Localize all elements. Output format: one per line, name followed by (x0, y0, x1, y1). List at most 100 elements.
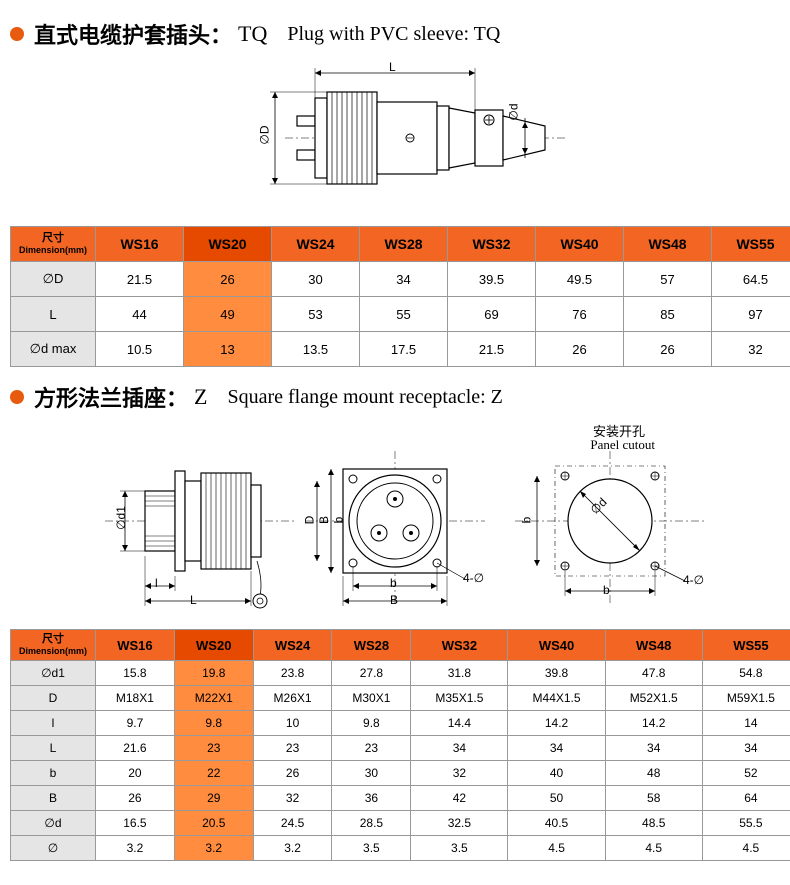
table-cell: 9.8 (332, 711, 411, 736)
table-cell: 26 (184, 262, 272, 297)
table-cell: 9.7 (96, 711, 175, 736)
table-cell: 26 (536, 332, 624, 367)
section1-title-en: Plug with PVC sleeve: TQ (287, 23, 500, 46)
table-cell: 52 (702, 761, 790, 786)
table-header: WS40 (508, 630, 605, 661)
table-cell: 3.2 (253, 836, 332, 861)
table-cell: M59X1.5 (702, 686, 790, 711)
table-cell: 16.5 (96, 811, 175, 836)
table-cell: 57 (624, 262, 712, 297)
table-cell: 34 (508, 736, 605, 761)
table-cell: 69 (448, 297, 536, 332)
bullet-icon (10, 390, 24, 404)
table-cell: 14.2 (605, 711, 702, 736)
table-cell: 47.8 (605, 661, 702, 686)
table-cell: 34 (411, 736, 508, 761)
table-header: WS40 (536, 227, 624, 262)
row-header: ∅ (11, 836, 96, 861)
table-cell: 10 (253, 711, 332, 736)
table-header: WS55 (712, 227, 790, 262)
table-row: L4449535569768597 (11, 297, 790, 332)
table-cell: 14.4 (411, 711, 508, 736)
table-cell: 23 (174, 736, 253, 761)
table-cell: M35X1.5 (411, 686, 508, 711)
dimension-table-2: 尺寸Dimension(mm)WS16WS20WS24WS28WS32WS40W… (10, 629, 790, 861)
table-cell: 26 (96, 786, 175, 811)
table-cell: 19.8 (174, 661, 253, 686)
table-cell: 22 (174, 761, 253, 786)
table-cell: 23 (253, 736, 332, 761)
row-header: B (11, 786, 96, 811)
table-cell: 17.5 (360, 332, 448, 367)
table-cell: 36 (332, 786, 411, 811)
table-cell: 14.2 (508, 711, 605, 736)
table-header: WS20 (174, 630, 253, 661)
table-cell: 54.8 (702, 661, 790, 686)
row-header: ∅D (11, 262, 96, 297)
dim-d: ∅d (507, 103, 521, 120)
table-row: B2629323642505864 (11, 786, 790, 811)
table-row: ∅3.23.23.23.53.54.54.54.5 (11, 836, 790, 861)
table-cell: 30 (272, 262, 360, 297)
table-row: b2022263032404852 (11, 761, 790, 786)
dim-L2: L (190, 593, 197, 607)
table-cell: 13 (184, 332, 272, 367)
plug-svg (235, 58, 575, 218)
table-cell: 44 (96, 297, 184, 332)
table-cell: 49.5 (536, 262, 624, 297)
table-cell: 4.5 (702, 836, 790, 861)
table-header: WS24 (272, 227, 360, 262)
table-cell: 32 (712, 332, 790, 367)
table-cell: 21.6 (96, 736, 175, 761)
table-cell: 21.5 (448, 332, 536, 367)
table-cell: 23.8 (253, 661, 332, 686)
table-cell: 32 (411, 761, 508, 786)
table-cell: M30X1 (332, 686, 411, 711)
dim-4phi-2: 4-∅ (683, 573, 704, 587)
section2-title-code: Z (194, 384, 207, 410)
row-header: ∅d (11, 811, 96, 836)
table-row: ∅d115.819.823.827.831.839.847.854.8 (11, 661, 790, 686)
table-row: l9.79.8109.814.414.214.214 (11, 711, 790, 736)
table-header: WS28 (332, 630, 411, 661)
table-cell: 39.5 (448, 262, 536, 297)
section1-title: 直式电缆护套插头： TQ Plug with PVC sleeve: TQ (10, 18, 790, 50)
table-cell: 4.5 (508, 836, 605, 861)
table-cell: 48.5 (605, 811, 702, 836)
table-cell: 34 (702, 736, 790, 761)
table-header: WS55 (702, 630, 790, 661)
table-cell: 34 (360, 262, 448, 297)
table-cell: 20.5 (174, 811, 253, 836)
table-row: DM18X1M22X1M26X1M30X1M35X1.5M44X1.5M52X1… (11, 686, 790, 711)
table-cell: 55 (360, 297, 448, 332)
section2-title-cn: 方形法兰插座： (34, 381, 188, 413)
plug-drawing: L ∅D ∅d (235, 58, 575, 218)
table-header-dim: 尺寸Dimension(mm) (11, 630, 96, 661)
table-cell: 24.5 (253, 811, 332, 836)
table-cell: 53 (272, 297, 360, 332)
table-cell: 21.5 (96, 262, 184, 297)
table-header: WS16 (96, 227, 184, 262)
table-cell: 3.2 (174, 836, 253, 861)
receptacle-drawing: 安装开孔 Panel cutout (85, 421, 725, 621)
table-cell: 15.8 (96, 661, 175, 686)
table-cell: 42 (411, 786, 508, 811)
row-header: L (11, 736, 96, 761)
table-cell: 3.5 (332, 836, 411, 861)
table-cell: 48 (605, 761, 702, 786)
table-header: WS48 (624, 227, 712, 262)
dim-b-cutout-v: b (519, 517, 533, 524)
row-header: D (11, 686, 96, 711)
table-cell: 13.5 (272, 332, 360, 367)
dim-4phi-1: 4-∅ (463, 571, 484, 585)
row-header: ∅d max (11, 332, 96, 367)
section1-title-code: TQ (238, 21, 267, 47)
table-cell: 85 (624, 297, 712, 332)
section2-title: 方形法兰插座： Z Square flange mount receptacle… (10, 381, 790, 413)
section2-title-en: Square flange mount receptacle: Z (227, 386, 502, 409)
row-header: b (11, 761, 96, 786)
table-cell: 50 (508, 786, 605, 811)
table-cell: 28.5 (332, 811, 411, 836)
dim-b-h: b (390, 576, 397, 590)
table-cell: 76 (536, 297, 624, 332)
